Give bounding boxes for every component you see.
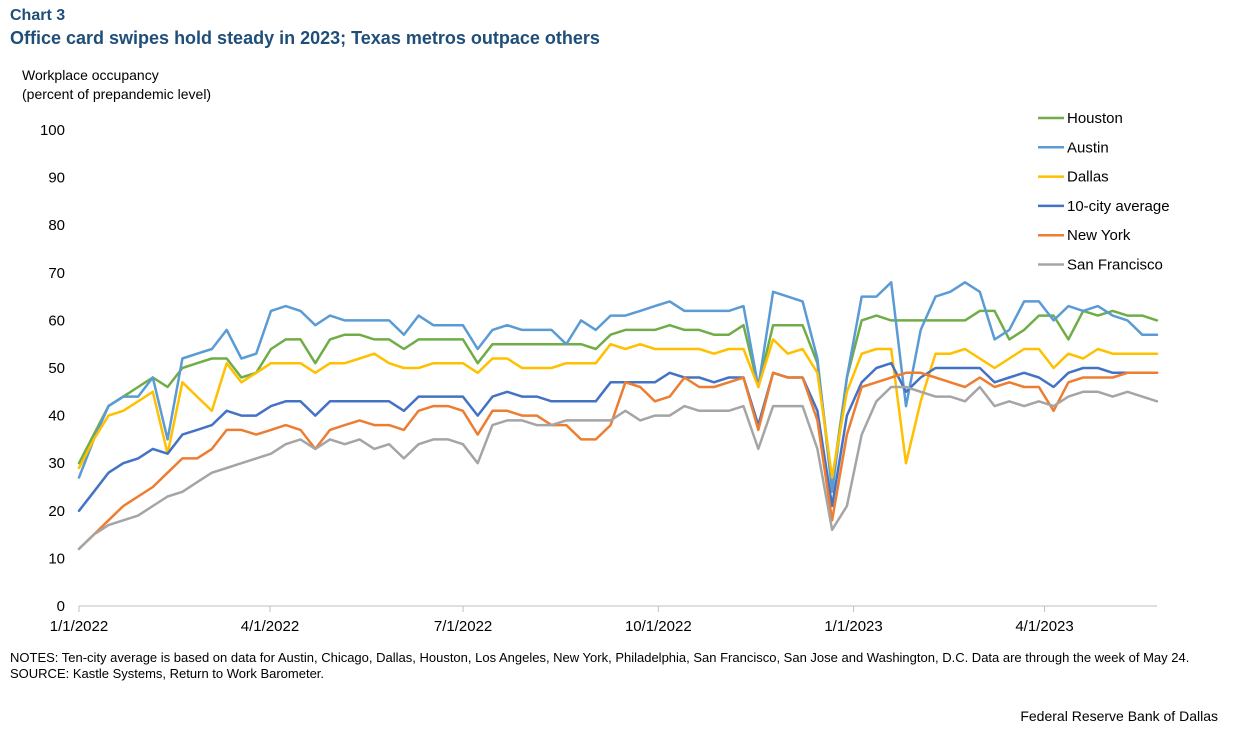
notes-text: NOTES: Ten-city average is based on data… bbox=[10, 650, 1190, 665]
x-tick-label: 1/1/2023 bbox=[824, 618, 882, 635]
y-tick-label: 70 bbox=[48, 265, 65, 282]
notes: NOTES: Ten-city average is based on data… bbox=[10, 650, 1230, 682]
source-text: SOURCE: Kastle Systems, Return to Work B… bbox=[10, 666, 325, 681]
y-axis-ticks: 0 10 20 30 40 50 60 70 80 90 100 bbox=[40, 122, 65, 615]
chart-title: Office card swipes hold steady in 2023; … bbox=[10, 28, 600, 48]
y-axis-label-line1: Workplace occupancy bbox=[22, 67, 159, 83]
y-axis-label-line2: (percent of prepandemic level) bbox=[22, 86, 212, 102]
chart-number: Chart 3 bbox=[10, 7, 66, 24]
line-chart: 0 10 20 30 40 50 60 70 80 90 100 1/1/2022 4/1/2022 7… bbox=[40, 110, 1170, 635]
y-tick-label: 100 bbox=[40, 122, 65, 139]
series-line-austin bbox=[77, 281, 1159, 494]
legend-label: Houston bbox=[1067, 110, 1123, 127]
series-line-san-francisco bbox=[77, 385, 1159, 551]
y-axis-label: Workplace occupancy (percent of prepande… bbox=[22, 66, 211, 104]
y-tick-label: 80 bbox=[48, 217, 65, 234]
series-lines bbox=[77, 281, 1159, 551]
y-tick-label: 60 bbox=[48, 312, 65, 329]
y-tick-label: 50 bbox=[48, 360, 65, 377]
x-axis: 1/1/2022 4/1/2022 7/1/2022 10/1/2022 1/1/202… bbox=[50, 605, 1157, 635]
series-line-10-city-average bbox=[77, 361, 1159, 513]
legend-label: New York bbox=[1067, 227, 1131, 244]
series-line-houston bbox=[77, 309, 1159, 484]
legend-label: Dallas bbox=[1067, 169, 1109, 186]
x-tick-label: 1/1/2022 bbox=[50, 618, 108, 635]
x-tick-label: 4/1/2022 bbox=[241, 618, 299, 635]
series-line-dallas bbox=[77, 338, 1159, 479]
legend: Houston Austin Dallas 10-city average New Yo… bbox=[1038, 110, 1170, 274]
y-tick-label: 30 bbox=[48, 455, 65, 472]
x-tick-label: 7/1/2022 bbox=[434, 618, 492, 635]
x-tick-label: 10/1/2022 bbox=[625, 618, 692, 635]
legend-label: San Francisco bbox=[1067, 257, 1163, 274]
series-line-new-york bbox=[77, 371, 1159, 551]
y-tick-label: 20 bbox=[48, 503, 65, 520]
y-tick-label: 10 bbox=[48, 550, 65, 567]
y-tick-label: 40 bbox=[48, 408, 65, 425]
y-tick-label: 90 bbox=[48, 170, 65, 187]
y-tick-label: 0 bbox=[57, 598, 65, 615]
x-tick-label: 4/1/2023 bbox=[1015, 618, 1073, 635]
legend-label: Austin bbox=[1067, 139, 1109, 156]
footer-credit: Federal Reserve Bank of Dallas bbox=[1020, 708, 1218, 724]
legend-label: 10-city average bbox=[1067, 198, 1170, 215]
